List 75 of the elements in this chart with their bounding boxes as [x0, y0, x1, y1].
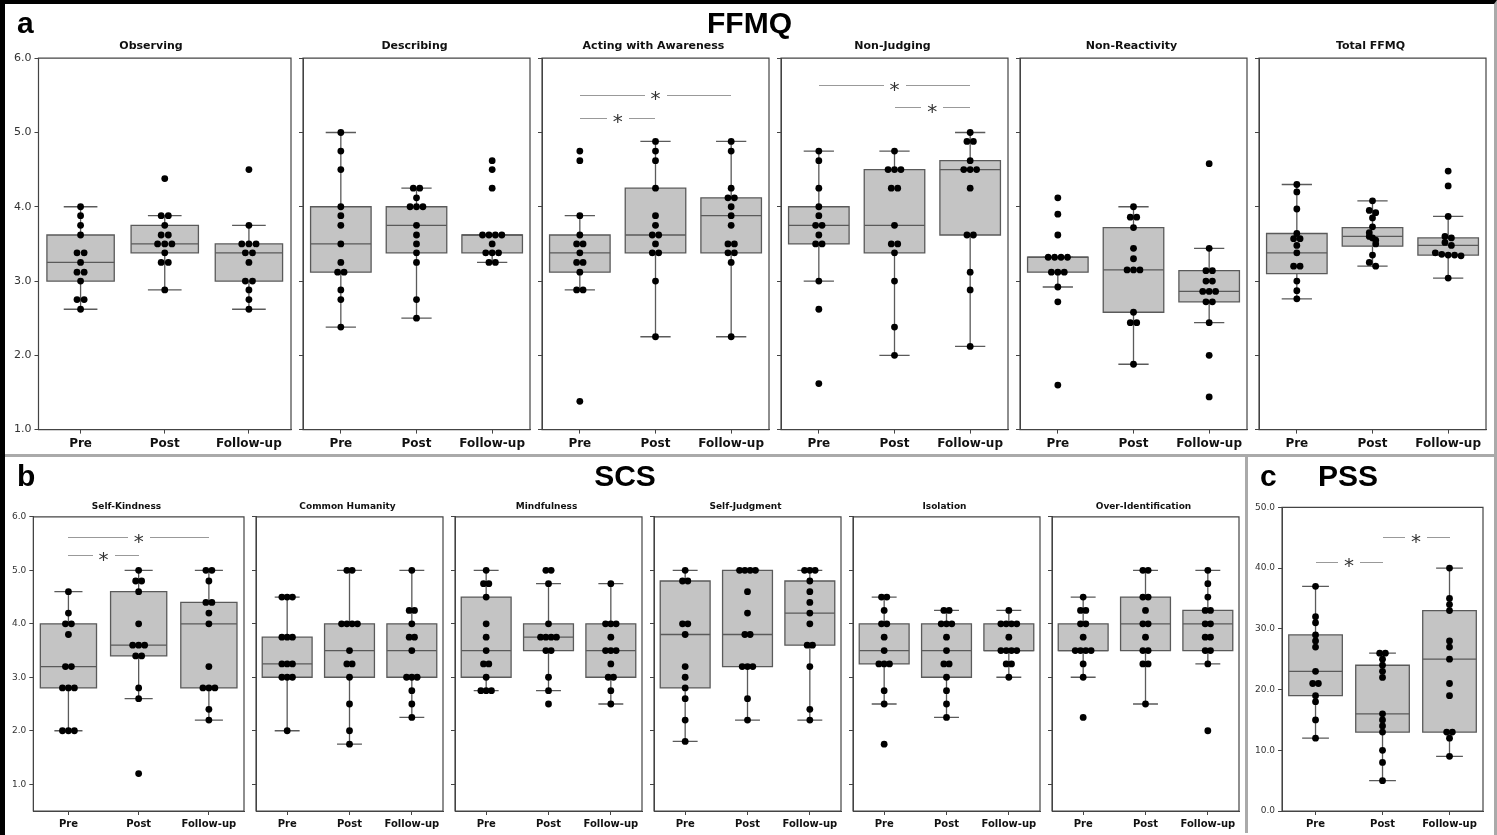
y-tick-label: 2.0	[13, 348, 32, 362]
x-tick-label: Post	[149, 435, 180, 450]
x-tick-label: Pre	[1046, 435, 1070, 450]
chart-title: Common Humanity	[299, 500, 396, 511]
x-tick-label: Pre	[476, 817, 496, 829]
x-tick-label: Post	[1370, 817, 1396, 829]
y-tick-label: 1.0	[11, 778, 27, 789]
chart-title: PSS	[1318, 459, 1379, 493]
x-tick-label: Pre	[329, 435, 353, 450]
chart-title: Self-Judgment	[709, 500, 783, 511]
x-tick-label: Post	[1357, 435, 1388, 450]
chart-title: Mindfulness	[515, 500, 578, 511]
chart-title: Non-Judging	[854, 39, 931, 53]
chart-title: Isolation	[922, 500, 967, 511]
x-tick-label: Follow-up	[459, 435, 526, 450]
x-tick-label: Pre	[58, 817, 79, 829]
x-tick-label: Follow-up	[937, 435, 1004, 450]
x-tick-label: Post	[934, 817, 960, 829]
text: c	[1260, 459, 1277, 493]
x-tick-label: Follow-up	[1180, 817, 1236, 829]
chart-title: Non-Reactivity	[1085, 39, 1178, 53]
x-tick-label: Post	[401, 435, 432, 450]
y-tick-label: 5.0	[11, 564, 27, 575]
text: SCS	[594, 459, 656, 492]
chart-title: Describing	[381, 39, 448, 53]
x-tick-label: Post	[1118, 435, 1149, 450]
y-tick-label: 2.0	[11, 725, 27, 736]
x-tick-label: Follow-up	[181, 817, 237, 829]
y-tick-label: 1.0	[13, 422, 32, 436]
y-tick-label: 6.0	[13, 51, 32, 65]
x-tick-label: Post	[1133, 817, 1159, 829]
y-tick-label: 30.0	[1254, 623, 1276, 634]
x-tick-label: Post	[640, 435, 671, 450]
x-tick-label: Post	[735, 817, 761, 829]
y-tick-label: 6.0	[11, 511, 27, 522]
x-tick-label: Post	[536, 817, 562, 829]
x-tick-label: Follow-up	[216, 435, 283, 450]
x-tick-label: Pre	[1306, 817, 1326, 829]
x-tick-label: Follow-up	[583, 817, 639, 829]
y-tick-label: 3.0	[11, 671, 27, 682]
y-tick-label: 0.0	[1260, 805, 1276, 816]
x-tick-label: Pre	[675, 817, 695, 829]
x-tick-label: Pre	[807, 435, 831, 450]
x-tick-label: Follow-up	[698, 435, 765, 450]
x-tick-label: Pre	[874, 817, 894, 829]
x-tick-label: Post	[879, 435, 910, 450]
chart-title: Acting with Awareness	[582, 39, 725, 53]
chart-title: Over-Identification	[1095, 500, 1192, 511]
x-tick-label: Follow-up	[782, 817, 838, 829]
y-tick-label: 3.0	[13, 273, 32, 287]
text: a	[17, 6, 34, 40]
y-tick-label: 50.0	[1254, 501, 1276, 512]
x-tick-label: Follow-up	[1176, 435, 1243, 450]
x-tick-label: Pre	[1073, 817, 1093, 829]
y-tick-label: 4.0	[11, 618, 27, 629]
chart-title: Self-Kindness	[91, 500, 162, 511]
text: FFMQ	[707, 6, 792, 39]
y-tick-label: 5.0	[13, 125, 32, 139]
x-tick-label: Post	[126, 817, 152, 829]
x-tick-label: Follow-up	[981, 817, 1037, 829]
y-tick-label: 4.0	[13, 199, 32, 213]
x-tick-label: Follow-up	[384, 817, 440, 829]
x-tick-label: Pre	[69, 435, 93, 450]
chart-title: Observing	[119, 39, 183, 53]
x-tick-label: Pre	[277, 817, 297, 829]
x-tick-label: Pre	[1285, 435, 1309, 450]
x-tick-label: Follow-up	[1415, 435, 1482, 450]
chart-title: Total FFMQ	[1335, 39, 1406, 53]
x-tick-label: Pre	[568, 435, 592, 450]
x-tick-label: Follow-up	[1422, 817, 1477, 829]
y-tick-label: 10.0	[1254, 744, 1276, 755]
y-tick-label: 20.0	[1254, 683, 1276, 694]
text: b	[17, 459, 36, 493]
y-tick-label: 40.0	[1254, 562, 1276, 573]
x-tick-label: Post	[337, 817, 363, 829]
